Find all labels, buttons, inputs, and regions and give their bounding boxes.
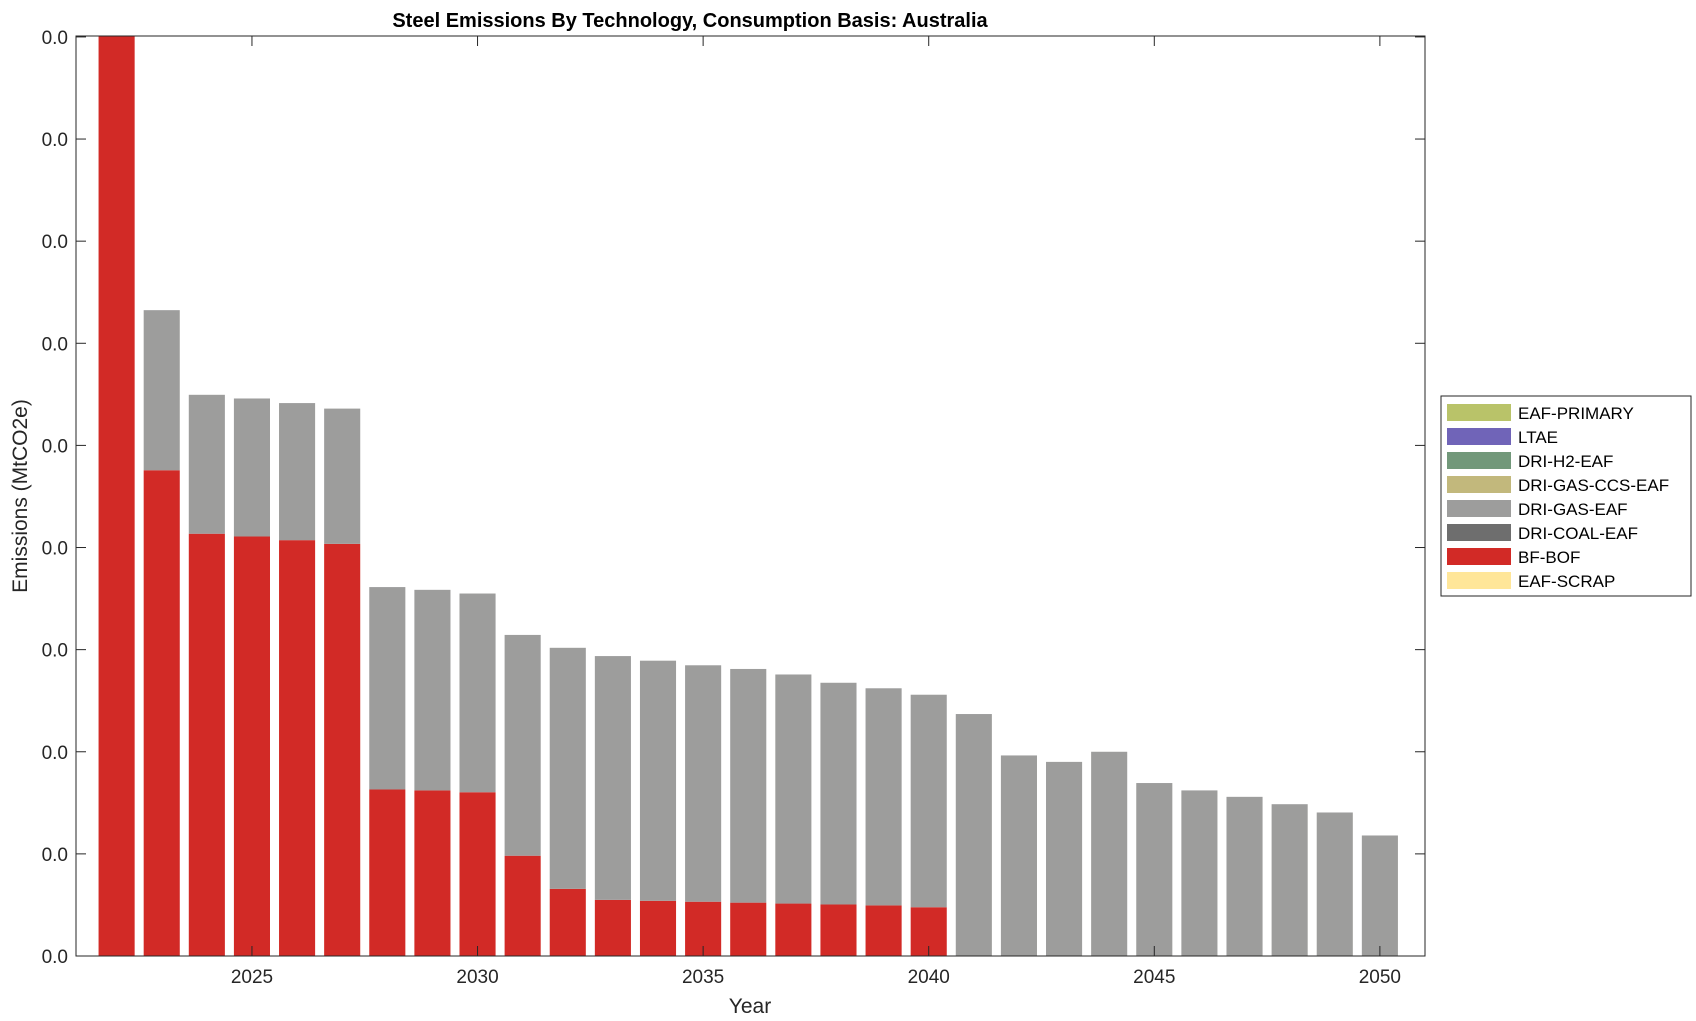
bar-dri-gas-eaf-2023 <box>143 310 180 471</box>
legend-swatch-dri-coal-eaf <box>1447 524 1511 541</box>
y-tick-label-2: 0.0 <box>42 743 68 764</box>
x-tick-label-2030: 2030 <box>456 967 498 988</box>
bar-dri-gas-eaf-2032 <box>549 647 586 889</box>
y-tick-label-4: 0.0 <box>42 539 68 560</box>
bar-bf-bof-2029 <box>414 790 451 956</box>
bar-bf-bof-2034 <box>639 900 677 956</box>
bar-dri-gas-eaf-2034 <box>639 660 677 901</box>
bar-bf-bof-2036 <box>730 902 767 956</box>
bar-dri-gas-eaf-2045 <box>1136 783 1173 956</box>
bar-dri-gas-eaf-2038 <box>820 682 857 905</box>
x-tick-label-2045: 2045 <box>1133 967 1175 988</box>
legend-label-dri-h2-eaf: DRI-H2-EAF <box>1518 452 1613 471</box>
bar-dri-gas-eaf-2031 <box>504 634 541 856</box>
bar-dri-gas-eaf-2025 <box>233 398 270 537</box>
bar-dri-gas-eaf-2050 <box>1361 835 1398 956</box>
bar-dri-gas-eaf-2048 <box>1271 804 1308 956</box>
bar-bf-bof-2022 <box>98 36 135 956</box>
y-tick-labels: 0.0 0.0 0.0 0.0 0.0 0.0 0.0 0.0 0.0 0.0 <box>42 28 68 968</box>
bar-dri-gas-eaf-2039 <box>865 688 902 906</box>
bar-dri-gas-eaf-2033 <box>594 656 631 900</box>
y-tick-label-9: 0.0 <box>42 28 68 49</box>
legend-swatch-dri-h2-eaf <box>1447 452 1511 469</box>
bar-bf-bof-2031 <box>504 855 541 956</box>
legend-label-eaf-primary: EAF-PRIMARY <box>1518 404 1634 423</box>
y-tick-label-3: 0.0 <box>42 641 68 662</box>
bar-dri-gas-eaf-2024 <box>188 394 225 534</box>
bar-dri-gas-eaf-2046 <box>1181 790 1218 956</box>
x-tick-label-2050: 2050 <box>1359 967 1401 988</box>
legend-swatch-dri-gas-ccs-eaf <box>1447 476 1511 493</box>
bar-bf-bof-2027 <box>324 543 361 956</box>
bars-group <box>98 36 1398 956</box>
y-tick-label-0: 0.0 <box>42 947 68 968</box>
ticks-group <box>76 36 1425 957</box>
y-tick-label-5: 0.0 <box>42 436 68 457</box>
x-tick-label-2040: 2040 <box>908 967 950 988</box>
bar-dri-gas-eaf-2043 <box>1046 761 1083 956</box>
legend: EAF-PRIMARY LTAE DRI-H2-EAF DRI-GAS-CCS-EAF… <box>1440 395 1692 597</box>
bar-dri-gas-eaf-2026 <box>279 403 316 541</box>
legend-label-dri-gas-eaf: DRI-GAS-EAF <box>1518 500 1628 519</box>
bar-bf-bof-2024 <box>188 533 225 956</box>
legend-swatch-eaf-scrap <box>1447 572 1511 589</box>
y-axis-label: Emissions (MtCO2e) <box>9 399 32 593</box>
bar-dri-gas-eaf-2027 <box>324 408 361 544</box>
bar-dri-gas-eaf-2044 <box>1091 751 1128 956</box>
bar-bf-bof-2037 <box>775 903 812 956</box>
bar-dri-gas-eaf-2030 <box>459 593 496 793</box>
legend-swatch-eaf-primary <box>1447 404 1511 421</box>
bar-dri-gas-eaf-2036 <box>730 668 767 903</box>
bar-bf-bof-2032 <box>549 888 586 956</box>
bar-bf-bof-2023 <box>143 470 180 956</box>
legend-label-dri-coal-eaf: DRI-COAL-EAF <box>1518 524 1638 543</box>
legend-label-eaf-scrap: EAF-SCRAP <box>1518 572 1615 591</box>
x-tick-label-2035: 2035 <box>682 967 724 988</box>
bar-bf-bof-2025 <box>233 536 270 956</box>
x-tick-labels: 2025 2030 2035 2040 2045 2050 <box>231 967 1401 988</box>
y-tick-label-6: 0.0 <box>42 334 68 355</box>
bar-bf-bof-2028 <box>369 789 406 956</box>
x-tick-label-2025: 2025 <box>231 967 273 988</box>
chart-title: Steel Emissions By Technology, Consumpti… <box>392 10 988 32</box>
legend-label-dri-gas-ccs-eaf: DRI-GAS-CCS-EAF <box>1518 476 1669 495</box>
legend-label-bf-bof: BF-BOF <box>1518 548 1580 567</box>
plot-frame <box>75 35 1426 957</box>
legend-label-ltae: LTAE <box>1518 428 1558 447</box>
bar-dri-gas-eaf-2035 <box>685 665 722 902</box>
bar-dri-gas-eaf-2029 <box>414 589 451 791</box>
bar-bf-bof-2039 <box>865 905 902 956</box>
y-tick-label-7: 0.0 <box>42 232 68 253</box>
legend-swatch-bf-bof <box>1447 548 1511 565</box>
bar-dri-gas-eaf-2037 <box>775 674 812 904</box>
bar-dri-gas-eaf-2049 <box>1316 812 1353 956</box>
y-tick-label-8: 0.0 <box>42 130 68 151</box>
legend-swatch-dri-gas-eaf <box>1447 500 1511 517</box>
bar-dri-gas-eaf-2028 <box>369 587 406 790</box>
x-axis-label: Year <box>729 995 771 1018</box>
bar-dri-gas-eaf-2041 <box>955 714 992 956</box>
bar-dri-gas-eaf-2047 <box>1226 796 1263 956</box>
legend-swatch-ltae <box>1447 428 1511 445</box>
bar-dri-gas-eaf-2040 <box>910 694 947 908</box>
bar-bf-bof-2033 <box>594 899 631 956</box>
bar-bf-bof-2030 <box>459 792 496 956</box>
bar-dri-gas-eaf-2042 <box>1000 755 1037 956</box>
y-tick-label-1: 0.0 <box>42 845 68 866</box>
bar-bf-bof-2038 <box>820 904 857 956</box>
bar-bf-bof-2026 <box>279 540 316 956</box>
